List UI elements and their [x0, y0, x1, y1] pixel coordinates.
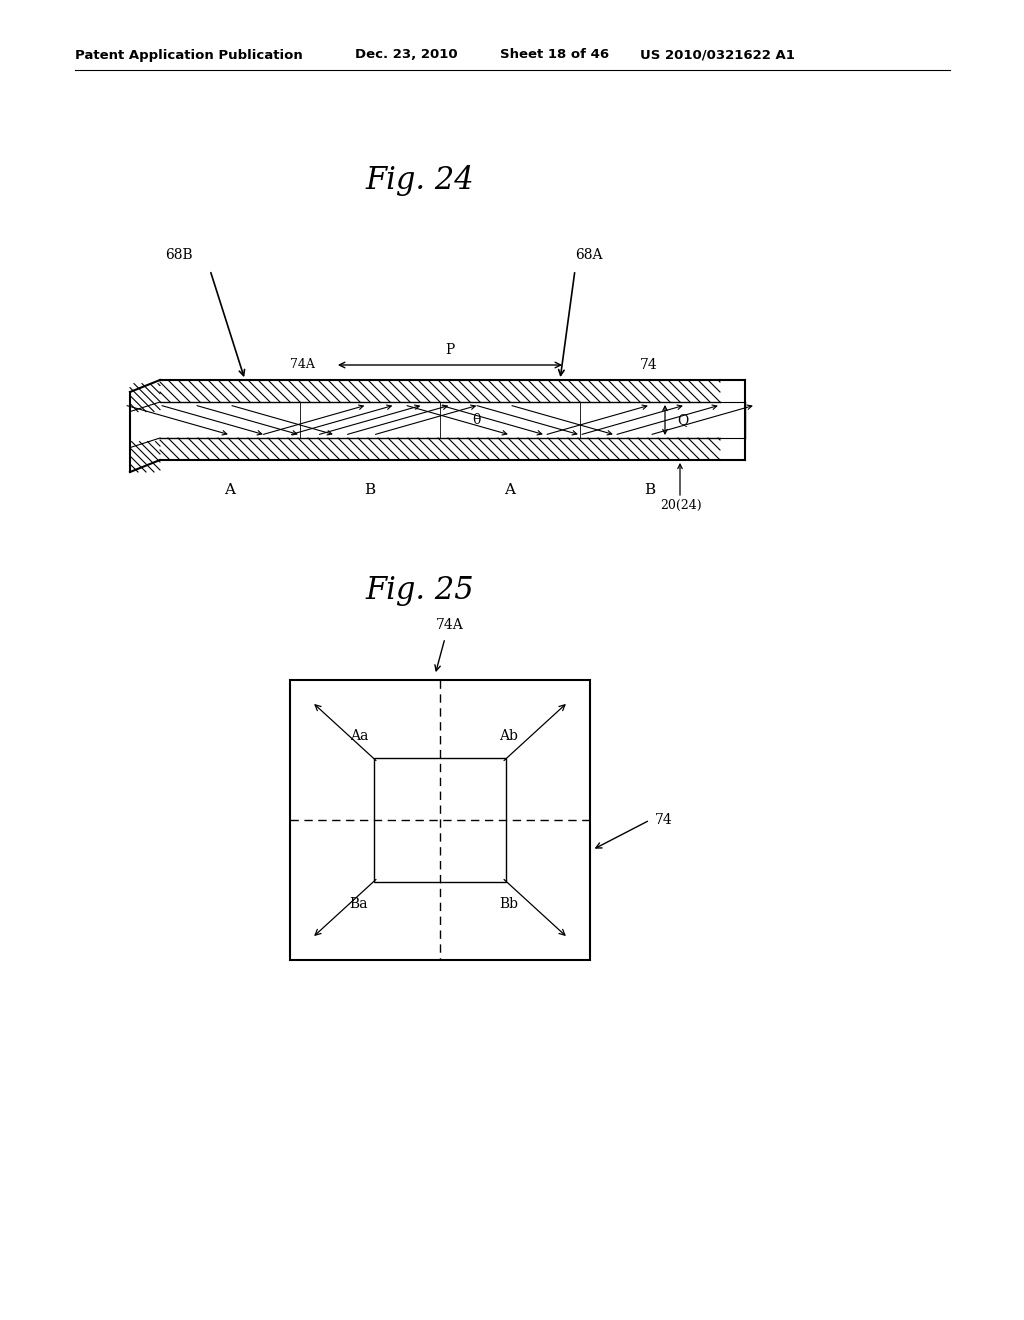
Text: Aa: Aa	[350, 729, 369, 743]
Text: Fig. 24: Fig. 24	[366, 165, 474, 195]
Text: Q: Q	[677, 413, 688, 426]
Text: Bb: Bb	[500, 898, 518, 911]
Text: A: A	[224, 483, 236, 498]
Text: 74A: 74A	[436, 618, 464, 632]
Text: A: A	[505, 483, 515, 498]
Text: Dec. 23, 2010: Dec. 23, 2010	[355, 49, 458, 62]
Text: 74: 74	[655, 813, 673, 828]
Text: Sheet 18 of 46: Sheet 18 of 46	[500, 49, 609, 62]
Text: Ba: Ba	[350, 898, 369, 911]
Text: Patent Application Publication: Patent Application Publication	[75, 49, 303, 62]
Text: B: B	[644, 483, 655, 498]
Text: US 2010/0321622 A1: US 2010/0321622 A1	[640, 49, 795, 62]
Text: B: B	[365, 483, 376, 498]
Text: Ab: Ab	[500, 729, 518, 743]
Bar	[374, 759, 506, 882]
Text: 68B: 68B	[165, 248, 193, 261]
Text: 74A: 74A	[290, 359, 314, 371]
Text: 68A: 68A	[575, 248, 602, 261]
Text: 74: 74	[640, 358, 657, 372]
Bar	[290, 680, 590, 960]
Text: θ: θ	[472, 413, 480, 426]
Text: P: P	[445, 343, 455, 356]
Text: 20(24): 20(24)	[660, 499, 701, 511]
Text: Fig. 25: Fig. 25	[366, 574, 474, 606]
